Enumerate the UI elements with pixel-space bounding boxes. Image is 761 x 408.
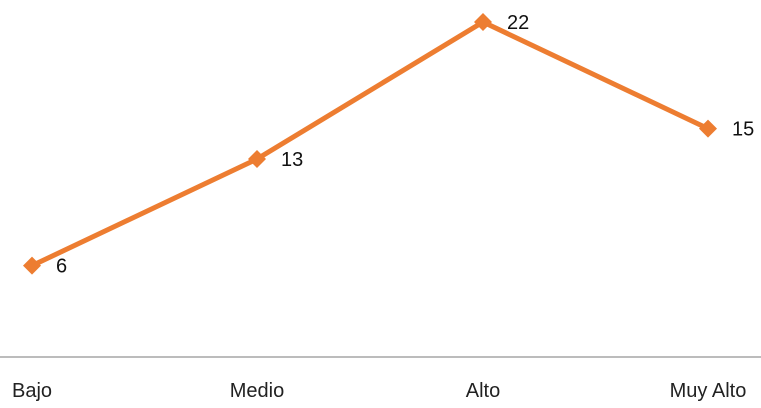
data-point-marker [23, 256, 41, 275]
x-tick-label: Alto [466, 380, 500, 402]
data-point-marker [699, 119, 717, 138]
data-label: 6 [56, 256, 67, 278]
data-label: 15 [732, 119, 754, 141]
x-tick-label: Bajo [12, 380, 52, 402]
data-label: 22 [507, 12, 529, 34]
data-point-marker [248, 150, 266, 169]
x-tick-label: Medio [230, 380, 284, 402]
data-point-marker [474, 13, 492, 31]
x-tick-label: Muy Alto [670, 380, 747, 402]
data-label: 13 [281, 149, 303, 171]
series-layer: 6 13 22 15 [23, 12, 754, 278]
tick-label-layer: Bajo Medio Alto Muy Alto [12, 380, 746, 402]
series-line [29, 19, 711, 269]
